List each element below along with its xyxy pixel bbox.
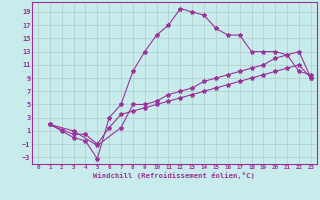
X-axis label: Windchill (Refroidissement éolien,°C): Windchill (Refroidissement éolien,°C) [93, 172, 255, 179]
